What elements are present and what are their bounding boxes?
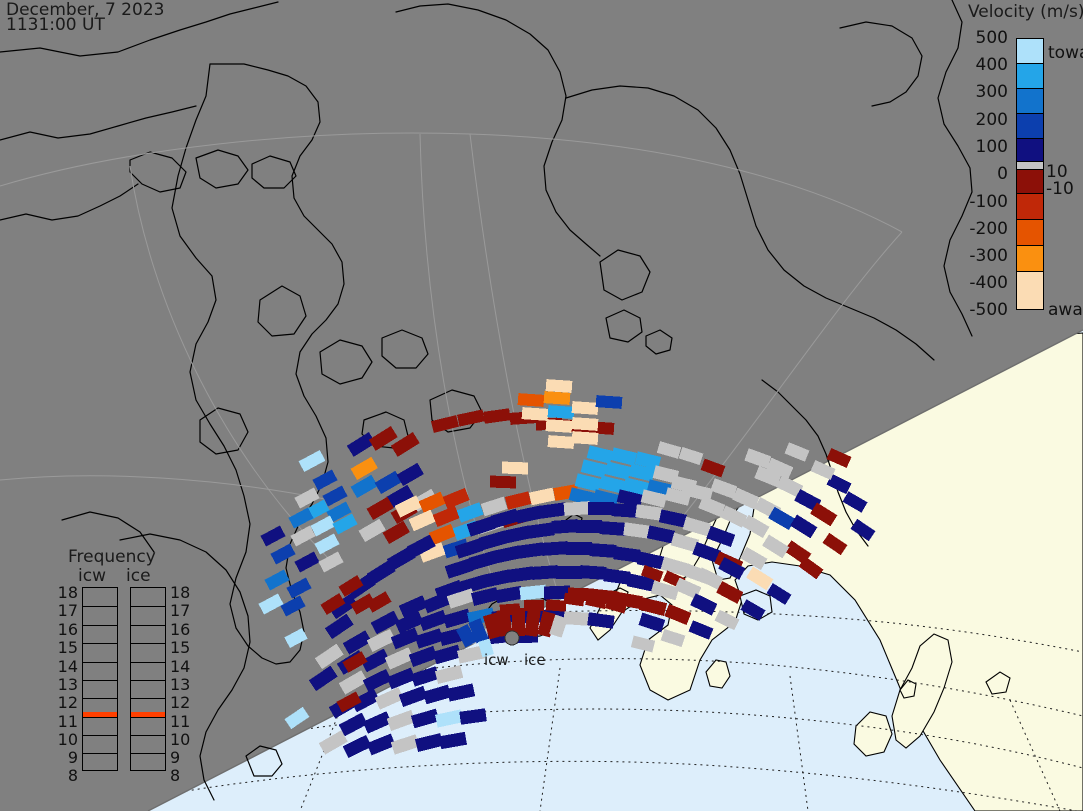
radar-site-marker xyxy=(504,630,520,646)
colorbar-segment-m300-m200 xyxy=(1017,220,1043,246)
colorbar-segment-m200-m100 xyxy=(1017,194,1043,220)
frequency-bar-ice xyxy=(130,587,166,771)
colorbar-segment-100-200 xyxy=(1017,114,1043,139)
colorbar-tick-0: 0 xyxy=(997,164,1008,184)
colorbar-tick-m200: -200 xyxy=(969,219,1008,239)
colorbar-tick-m100: -100 xyxy=(969,192,1008,212)
freq-tick-ice-14: 14 xyxy=(170,657,191,676)
freq-tick-ice-18: 18 xyxy=(170,583,191,602)
freq-tick-icw-13: 13 xyxy=(57,675,78,694)
radar-velocity-cells xyxy=(258,379,876,758)
freq-tick-ice-17: 17 xyxy=(170,601,191,620)
velocity-colorbar xyxy=(1016,38,1044,310)
colorbar-tick-100: 100 xyxy=(975,137,1008,157)
colorbar-tick-m500: -500 xyxy=(969,300,1008,320)
colorbar-tick-500: 500 xyxy=(975,28,1008,48)
frequency-legend-icw-label: icw xyxy=(78,566,106,586)
freq-tick-icw-10: 10 xyxy=(57,730,78,749)
colorbar-tick-300: 300 xyxy=(975,82,1008,102)
colorbar-tick-m400: -400 xyxy=(969,273,1008,293)
frequency-bar-icw xyxy=(82,587,118,771)
frequency-legend-ice-label: ice xyxy=(126,566,151,586)
night-coastlines xyxy=(0,0,973,801)
freq-tick-icw-16: 16 xyxy=(57,620,78,639)
freq-tick-ice-16: 16 xyxy=(170,620,191,639)
freq-tick-ice-9: 9 xyxy=(170,748,181,767)
freq-tick-ice-10: 10 xyxy=(170,730,191,749)
freq-tick-ice-8: 8 xyxy=(170,766,181,785)
freq-tick-icw-12: 12 xyxy=(57,693,78,712)
freq-tick-icw-11: 11 xyxy=(57,712,78,731)
night-grid xyxy=(0,132,903,601)
freq-tick-icw-9: 9 xyxy=(67,748,78,767)
freq-tick-icw-17: 17 xyxy=(57,601,78,620)
date-label: December, 7 2023 xyxy=(6,0,165,20)
freq-tick-icw-8: 8 xyxy=(67,766,78,785)
colorbar-toward-label: toward xyxy=(1048,43,1083,63)
freq-tick-ice-11: 11 xyxy=(170,712,191,731)
freq-tick-ice-13: 13 xyxy=(170,675,191,694)
colorbar-segment-m100-m10 xyxy=(1017,170,1043,194)
colorbar-segment-200-300 xyxy=(1017,89,1043,114)
colorbar-minus10-label: -10 xyxy=(1046,179,1074,199)
colorbar-segment-ground-scatter xyxy=(1017,162,1043,170)
radar-label-ice: ice xyxy=(524,651,546,669)
colorbar-segment-300-400 xyxy=(1017,64,1043,89)
colorbar-segment-m400-m300 xyxy=(1017,246,1043,272)
colorbar-segment-m500-m400 xyxy=(1017,272,1043,309)
colorbar-tick-400: 400 xyxy=(975,55,1008,75)
time-label: 1131:00 UT xyxy=(6,15,105,35)
freq-tick-icw-15: 15 xyxy=(57,638,78,657)
colorbar-tick-200: 200 xyxy=(975,110,1008,130)
colorbar-title: Velocity (m/s) xyxy=(968,2,1083,22)
radar-label-icw: icw xyxy=(484,651,509,669)
frequency-legend-title: Frequency xyxy=(68,547,156,567)
frequency-marker-icw xyxy=(83,712,117,717)
colorbar-segment-10-100 xyxy=(1017,139,1043,162)
colorbar-tick-m300: -300 xyxy=(969,246,1008,266)
colorbar-away-label: away xyxy=(1048,300,1083,320)
freq-tick-icw-14: 14 xyxy=(57,657,78,676)
frequency-marker-ice xyxy=(131,712,165,717)
colorbar-plus10-label: 10 xyxy=(1046,162,1068,182)
colorbar-segment-400-500 xyxy=(1017,39,1043,64)
freq-tick-icw-18: 18 xyxy=(57,583,78,602)
freq-tick-ice-15: 15 xyxy=(170,638,191,657)
freq-tick-ice-12: 12 xyxy=(170,693,191,712)
